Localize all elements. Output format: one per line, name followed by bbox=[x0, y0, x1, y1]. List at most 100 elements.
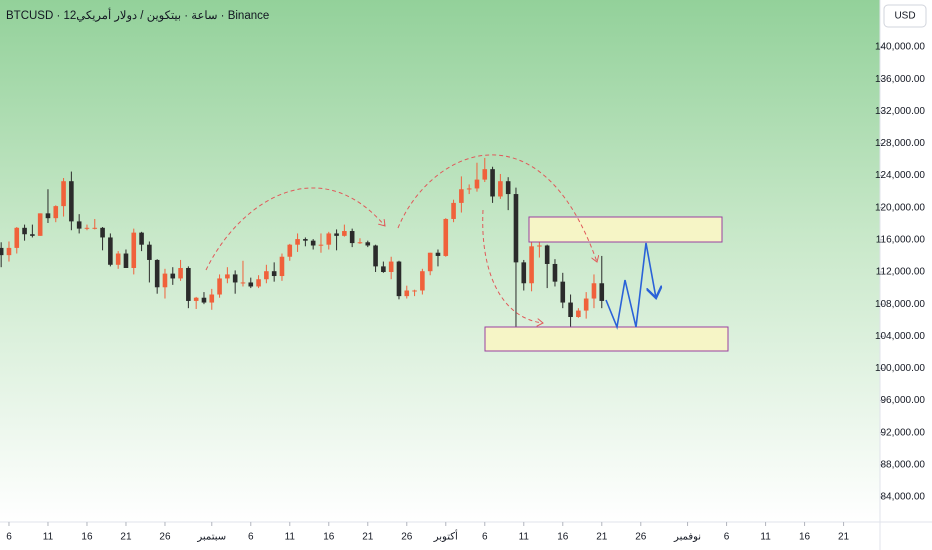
candle-body bbox=[108, 237, 113, 265]
candle-body bbox=[45, 213, 51, 219]
candle-body bbox=[576, 310, 581, 318]
candle-body bbox=[271, 271, 277, 277]
chart-title: BTCUSD · 12ساعة · بيتكوين / دولار أمريكي… bbox=[6, 7, 269, 22]
candle-body bbox=[334, 233, 339, 236]
candle-body bbox=[373, 245, 378, 267]
y-tick-label: 112,000.00 bbox=[876, 267, 926, 278]
candle-body bbox=[232, 274, 238, 283]
dashed-arc bbox=[397, 154, 597, 262]
x-tick-label: 26 bbox=[159, 532, 171, 543]
candle-body bbox=[256, 279, 261, 287]
candle-body bbox=[544, 245, 550, 264]
y-tick-label: 120,000.00 bbox=[875, 202, 925, 213]
currency-button[interactable] bbox=[883, 4, 927, 28]
candle-body bbox=[209, 294, 215, 303]
candle-body bbox=[287, 244, 293, 257]
candle-body bbox=[396, 261, 402, 297]
candle-body bbox=[443, 218, 449, 256]
candle-body bbox=[381, 266, 386, 273]
x-tick-label: 21 bbox=[362, 532, 374, 543]
candle-body bbox=[310, 240, 316, 246]
candle-body bbox=[404, 290, 410, 297]
candle-body bbox=[412, 290, 417, 292]
candle-body bbox=[84, 227, 90, 229]
candle-body bbox=[170, 273, 176, 279]
candle-body bbox=[201, 297, 207, 303]
candle-body bbox=[139, 232, 144, 245]
candle-body bbox=[6, 247, 12, 256]
candle-body bbox=[560, 281, 566, 303]
candle-body bbox=[427, 252, 433, 272]
candle-body bbox=[498, 181, 503, 197]
x-tick-label: 11 bbox=[43, 532, 54, 543]
dashed-arc bbox=[205, 187, 385, 271]
currency-label[interactable]: USD bbox=[894, 11, 915, 22]
y-tick-label: 84,000.00 bbox=[881, 492, 926, 503]
candle-body bbox=[76, 221, 82, 229]
candle-body bbox=[490, 169, 495, 197]
candle-body bbox=[474, 179, 480, 189]
plot-background bbox=[0, 0, 880, 522]
candle-body bbox=[295, 239, 300, 245]
candle-body bbox=[14, 227, 20, 248]
y-tick-label: 116,000.00 bbox=[876, 235, 926, 246]
candle-body bbox=[599, 283, 605, 301]
y-tick-label: 128,000.00 bbox=[875, 138, 925, 149]
x-tick-label: 16 bbox=[557, 532, 569, 543]
candle-body bbox=[131, 232, 137, 268]
candle-body bbox=[303, 239, 308, 241]
x-tick-label: 26 bbox=[401, 532, 413, 543]
y-tick-label: 104,000.00 bbox=[875, 331, 925, 342]
candle-body bbox=[451, 202, 456, 219]
candle-body bbox=[326, 233, 332, 245]
candle-body bbox=[420, 271, 425, 291]
x-tick-label: نوفمبر bbox=[673, 532, 701, 543]
candle-body bbox=[225, 274, 230, 279]
x-tick-label: سبتمبر bbox=[196, 532, 226, 543]
x-tick-label: 11 bbox=[285, 532, 296, 543]
candle-body bbox=[53, 206, 59, 219]
x-tick-label: 16 bbox=[81, 532, 93, 543]
candle-body bbox=[342, 231, 347, 236]
candle-body bbox=[100, 227, 105, 238]
resistance-zone bbox=[528, 216, 723, 243]
candle-body bbox=[69, 181, 74, 222]
candle-body bbox=[318, 244, 324, 246]
candle-body bbox=[115, 253, 121, 265]
candle-body bbox=[123, 253, 129, 268]
annotations bbox=[205, 154, 729, 352]
candle-body bbox=[22, 227, 27, 235]
dashed-arc bbox=[482, 209, 543, 323]
candle-body bbox=[217, 278, 222, 295]
y-tick-label: 124,000.00 bbox=[875, 170, 925, 181]
x-tick-label: 11 bbox=[519, 532, 530, 543]
candle-body bbox=[0, 247, 4, 256]
candle-body bbox=[186, 267, 191, 301]
y-tick-label: 96,000.00 bbox=[881, 395, 926, 406]
candle-body bbox=[466, 188, 472, 190]
candle-body bbox=[521, 262, 527, 284]
candle-body bbox=[349, 231, 355, 244]
x-tick-label: 26 bbox=[635, 532, 647, 543]
y-tick-label: 92,000.00 bbox=[881, 427, 926, 438]
x-tick-label: 21 bbox=[838, 532, 850, 543]
y-tick-label: 136,000.00 bbox=[875, 74, 925, 85]
candle-body bbox=[568, 302, 573, 318]
candle-body bbox=[61, 181, 66, 207]
y-tick-label: 132,000.00 bbox=[875, 106, 925, 117]
candle-body bbox=[529, 246, 534, 284]
x-tick-label: 16 bbox=[799, 532, 811, 543]
projection-path bbox=[605, 242, 656, 330]
x-tick-label: 6 bbox=[482, 532, 488, 543]
candle-body bbox=[162, 273, 168, 288]
candle-body bbox=[505, 181, 511, 195]
x-tick-label: 6 bbox=[724, 532, 730, 543]
candle-body bbox=[147, 244, 152, 260]
x-tick-label: 21 bbox=[120, 532, 132, 543]
x-tick-label: 16 bbox=[323, 532, 335, 543]
y-tick-label: 140,000.00 bbox=[875, 42, 925, 53]
y-tick-label: 100,000.00 bbox=[875, 363, 925, 374]
candle-body bbox=[30, 234, 35, 236]
candle-body bbox=[264, 271, 269, 280]
